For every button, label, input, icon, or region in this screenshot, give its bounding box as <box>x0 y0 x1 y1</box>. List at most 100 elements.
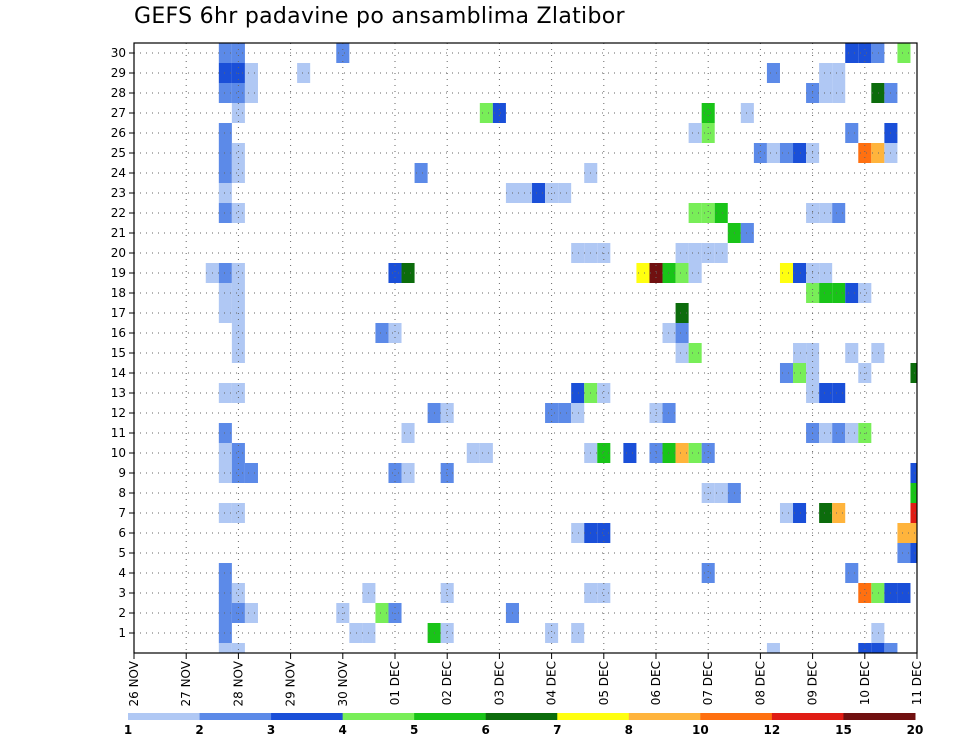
y-tick-label: 7 <box>118 506 126 520</box>
heatmap-cell <box>558 183 572 203</box>
heatmap-cell <box>218 283 232 303</box>
y-tick-label: 16 <box>111 326 126 340</box>
heatmap-cell <box>845 43 859 63</box>
heatmap-cell <box>819 423 833 443</box>
heatmap-cell <box>871 143 885 163</box>
colorbar-swatch <box>557 713 630 720</box>
heatmap-cell <box>910 463 917 483</box>
y-tick-label: 23 <box>111 186 126 200</box>
heatmap-cell <box>740 223 754 243</box>
heatmap-cell <box>571 623 585 643</box>
heatmap-cell <box>532 183 546 203</box>
heatmap-cell <box>819 63 833 83</box>
y-tick-label: 30 <box>111 46 126 60</box>
heatmap-cell <box>218 143 232 163</box>
heatmap-cell <box>662 443 676 463</box>
heatmap-cell <box>218 583 232 603</box>
heatmap-cell <box>714 203 728 223</box>
x-tick-label: 06 DEC <box>649 661 663 705</box>
heatmap-cell <box>675 263 689 283</box>
colorbar-label: 20 <box>907 723 924 737</box>
heatmap-cell <box>662 403 676 423</box>
heatmap-cell <box>558 403 572 423</box>
heatmap-cell <box>675 343 689 363</box>
heatmap-cell <box>779 503 794 523</box>
heatmap-cell <box>401 423 415 443</box>
y-tick-label: 14 <box>111 366 126 380</box>
colorbar-label: 4 <box>338 723 346 737</box>
heatmap-cell <box>218 303 232 323</box>
heatmap-cell <box>897 43 911 63</box>
heatmap-cell <box>897 523 911 543</box>
heatmap-cell <box>819 83 833 103</box>
heatmap-cell <box>793 503 807 523</box>
heatmap-cell <box>675 443 689 463</box>
heatmap-cell <box>793 263 807 283</box>
x-tick-label: 05 DEC <box>597 661 611 705</box>
heatmap-cell <box>871 343 885 363</box>
heatmap-cell <box>545 403 559 423</box>
heatmap-cell <box>832 503 846 523</box>
heatmap-cell <box>858 643 872 653</box>
colorbar-swatch <box>271 713 344 720</box>
heatmap-cell <box>244 603 258 623</box>
heatmap-cell <box>793 343 807 363</box>
x-tick-label: 27 NOV <box>179 660 193 706</box>
heatmap-cell <box>871 43 885 63</box>
heatmap-cell <box>231 343 245 363</box>
heatmap-cell <box>819 263 833 283</box>
heatmap-cell <box>466 443 480 463</box>
heatmap-cell <box>662 323 676 343</box>
heatmap-cell <box>871 643 885 653</box>
heatmap-cell <box>231 643 245 653</box>
heatmap-cell <box>871 583 885 603</box>
x-tick-label: 04 DEC <box>545 661 559 705</box>
colorbar-label: 8 <box>625 723 633 737</box>
heatmap-cell <box>910 523 917 543</box>
heatmap-cell <box>688 243 702 263</box>
heatmap-cell <box>414 163 428 183</box>
y-tick-label: 4 <box>118 566 126 580</box>
heatmap-cell <box>218 123 232 143</box>
y-tick-label: 25 <box>111 146 126 160</box>
heatmap-cell <box>832 203 846 223</box>
y-tick-label: 15 <box>111 346 126 360</box>
heatmap-cell <box>218 263 232 283</box>
heatmap-cell <box>231 203 245 223</box>
y-tick-label: 10 <box>111 446 126 460</box>
x-tick-label: 09 DEC <box>806 661 820 705</box>
heatmap-cell <box>244 463 258 483</box>
heatmap-cell <box>218 563 232 583</box>
heatmap-cell <box>218 603 232 623</box>
heatmap-cell <box>832 83 846 103</box>
heatmap-cell <box>388 323 402 343</box>
heatmap-cell <box>701 103 715 123</box>
heatmap-cell <box>231 83 245 103</box>
y-tick-label: 17 <box>111 306 126 320</box>
colorbar-label: 1 <box>124 723 132 737</box>
colorbar-label: 2 <box>195 723 203 737</box>
heatmap-cell <box>571 383 585 403</box>
y-tick-label: 8 <box>118 486 126 500</box>
colorbar-label: 10 <box>692 723 709 737</box>
y-tick-label: 22 <box>111 206 126 220</box>
heatmap-cell <box>910 503 917 523</box>
x-tick-label: 28 NOV <box>231 660 245 706</box>
heatmap-cell <box>336 43 350 63</box>
heatmap-cell <box>218 623 232 643</box>
heatmap-cell <box>858 43 872 63</box>
heatmap-cell <box>832 63 846 83</box>
x-tick-label: 10 DEC <box>858 661 872 705</box>
y-tick-label: 6 <box>118 526 126 540</box>
chart-title: GEFS 6hr padavine po ansamblima Zlatibor <box>134 4 625 29</box>
colorbar-label: 15 <box>835 723 852 737</box>
heatmap-cell <box>231 323 245 343</box>
heatmap-cell <box>231 263 245 283</box>
y-tick-label: 29 <box>111 66 126 80</box>
colorbar-label: 7 <box>553 723 561 737</box>
heatmap-cell <box>231 583 245 603</box>
heatmap-cell <box>231 503 245 523</box>
heatmap-cell <box>231 383 245 403</box>
heatmap-cell <box>819 503 833 523</box>
